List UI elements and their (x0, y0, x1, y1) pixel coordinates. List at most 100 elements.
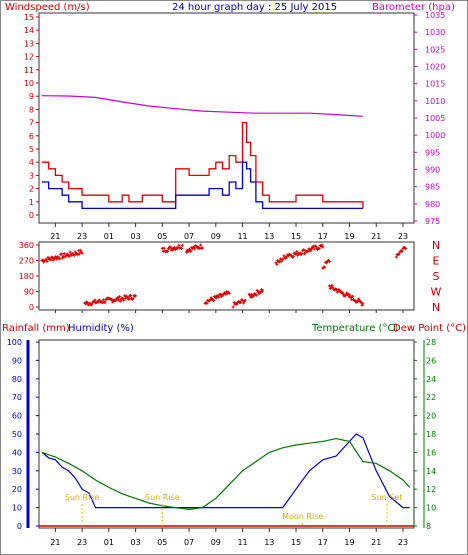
direction-point (336, 289, 340, 293)
direction-point (217, 295, 221, 299)
direction-point (334, 288, 338, 292)
direction-point (66, 252, 70, 256)
direction-point (303, 252, 307, 256)
humidity-tick-label: 60 (12, 412, 22, 421)
dir-tick-label: 270 (19, 257, 34, 266)
direction-point (260, 287, 264, 291)
direction-point (309, 249, 313, 253)
direction-point (311, 245, 315, 249)
direction-point (240, 298, 244, 302)
direction-point (330, 283, 334, 287)
rain-xtick-label: 07 (184, 538, 194, 547)
direction-point (200, 246, 204, 250)
compass-label: E (433, 255, 440, 268)
direction-point (243, 298, 247, 302)
temp-tick-label: 12 (426, 485, 436, 494)
direction-point (360, 303, 364, 307)
direction-point (93, 298, 97, 302)
direction-point (259, 290, 263, 294)
sun-marker-label: Moon Rise (282, 512, 323, 521)
wind-tick-label: 15 (24, 13, 34, 22)
chart-title: 24 hour graph day : 25 July 2015 (172, 2, 337, 13)
rain-xtick-label: 21 (50, 538, 60, 547)
rain-xtick-label: 05 (157, 538, 167, 547)
direction-point (331, 286, 335, 290)
dir-tick-label: 0 (29, 303, 34, 312)
direction-point (209, 296, 213, 300)
humidity-tick-label: 10 (12, 504, 22, 513)
direction-point (76, 253, 80, 257)
direction-point (126, 296, 130, 300)
direction-point (283, 255, 287, 259)
humidity-tick-label: 80 (12, 375, 22, 384)
temp-tick-label: 8 (426, 522, 431, 531)
baro-tick-label: 1030 (425, 28, 445, 37)
direction-point (127, 297, 131, 301)
humidity-tick-label: 0 (17, 522, 22, 531)
rain-xtick-label: 21 (371, 538, 381, 547)
rain-xtick-label: 13 (264, 538, 274, 547)
dir-tick-label: 360 (19, 241, 34, 250)
direction-point (349, 296, 353, 300)
direction-point (255, 288, 259, 292)
wind-xtick-label: 23 (77, 232, 87, 241)
direction-point (278, 257, 282, 261)
dir-tick-label: 180 (19, 272, 34, 281)
wind-xtick-label: 21 (50, 232, 60, 241)
direction-point (58, 257, 62, 261)
wind-tick-label: 6 (29, 132, 34, 141)
direction-point (261, 289, 265, 293)
humidity-tick-label: 70 (12, 393, 22, 402)
direction-point (111, 300, 115, 304)
direction-point (80, 251, 84, 255)
direction-point (162, 246, 166, 250)
baro-tick-label: 990 (425, 166, 440, 175)
direction-point (404, 247, 408, 251)
baro-tick-label: 1000 (425, 131, 445, 140)
direction-point (205, 301, 209, 305)
rain-xtick-label: 15 (291, 538, 301, 547)
wind-tick-label: 10 (24, 79, 34, 88)
direction-point (189, 249, 193, 253)
direction-point (84, 302, 88, 306)
direction-point (323, 265, 327, 269)
direction-point (55, 257, 59, 261)
direction-point (186, 250, 190, 254)
baro-tick-label: 1010 (425, 97, 445, 106)
direction-point (320, 243, 324, 247)
direction-point (235, 302, 239, 306)
wind-tick-label: 4 (29, 158, 34, 167)
wind-xtick-label: 17 (318, 232, 328, 241)
rain-xtick-label: 11 (237, 538, 247, 547)
baro-tick-label: 1025 (425, 45, 445, 54)
direction-point (61, 254, 65, 258)
dewpoint-axis-label: Dew Point (°C) (393, 323, 466, 334)
temp-tick-label: 24 (426, 375, 436, 384)
direction-point (67, 254, 71, 258)
dir-tick-label: 90 (24, 288, 34, 297)
baro-tick-label: 975 (425, 217, 440, 226)
direction-point (252, 294, 256, 298)
direction-point (180, 246, 184, 250)
direction-point (309, 247, 313, 251)
direction-point (281, 257, 285, 261)
series-line-temperature (41, 437, 411, 511)
direction-point (341, 292, 345, 296)
sun-marker-label: Sun Rise (145, 493, 180, 502)
wind-tick-label: 2 (29, 185, 34, 194)
temp-tick-label: 20 (426, 412, 436, 421)
direction-point (275, 262, 279, 266)
direction-point (291, 255, 295, 259)
direction-point (239, 300, 243, 304)
direction-point (73, 250, 77, 254)
direction-point (170, 246, 174, 250)
direction-point (394, 255, 398, 259)
wind-xtick-label: 07 (184, 232, 194, 241)
direction-point (321, 245, 325, 249)
direction-point (116, 296, 120, 300)
direction-point (78, 248, 82, 252)
direction-point (195, 245, 199, 249)
humidity-tick-label: 100 (7, 338, 22, 347)
